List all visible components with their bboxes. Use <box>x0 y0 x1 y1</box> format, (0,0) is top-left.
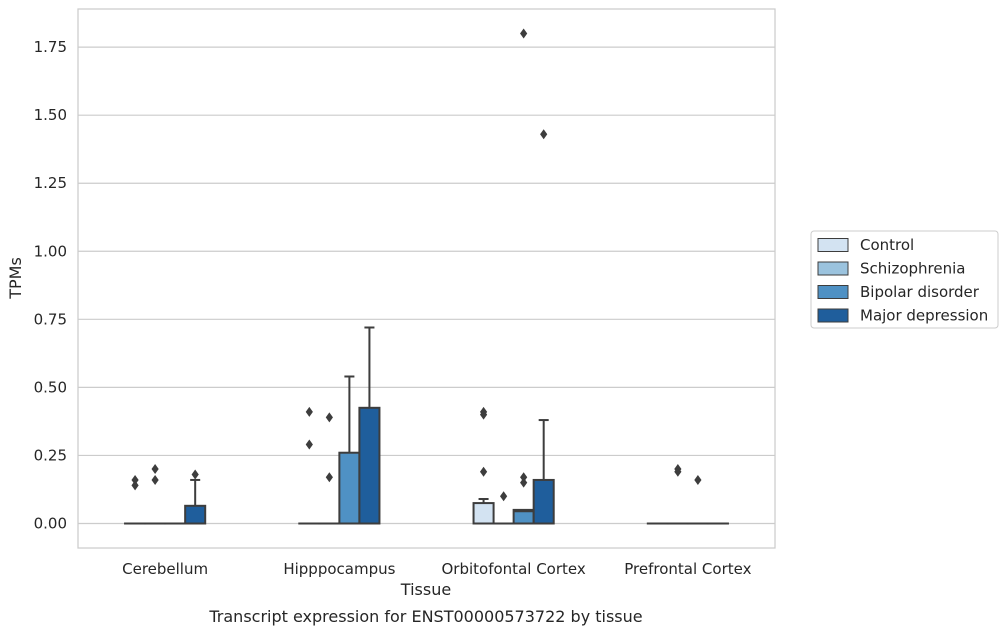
box-rect <box>338 451 361 525</box>
y-tick-label: 1.50 <box>34 106 67 124</box>
outlier-point <box>305 439 313 450</box>
legend-label: Major depression <box>860 307 988 325</box>
y-tick-labels: 0.00 0.25 0.50 0.75 1.00 1.25 1.50 1.75 <box>34 38 67 532</box>
outlier-point <box>131 480 139 491</box>
y-tick-label: 0.25 <box>34 446 67 464</box>
box-group <box>358 326 381 525</box>
outlier-point <box>479 406 488 417</box>
y-axis-label: TPMs <box>6 257 25 300</box>
outlier-point <box>305 406 313 417</box>
outlier-point <box>520 472 528 483</box>
outlier-point <box>540 129 548 140</box>
y-tick-label: 0.00 <box>34 515 67 533</box>
legend-frame <box>810 230 999 329</box>
plot-frame <box>77 8 776 549</box>
outlier-point <box>325 472 333 483</box>
outlier-point <box>479 466 488 477</box>
box-group <box>532 129 555 525</box>
y-tick-label: 1.00 <box>34 242 67 260</box>
legend-label: Control <box>860 236 914 254</box>
legend-label: Schizophrenia <box>860 260 965 278</box>
legend: Control Schizophrenia Bipolar disorder Majo… <box>810 230 999 329</box>
legend-swatch <box>817 285 849 299</box>
box-group <box>472 406 495 525</box>
box-group <box>666 464 689 525</box>
y-tick-label: 0.50 <box>34 378 67 396</box>
outlier-point <box>520 477 528 488</box>
x-axis-label: Tissue <box>400 580 451 599</box>
legend-swatch <box>817 308 849 323</box>
y-tick-label: 0.75 <box>34 310 67 328</box>
outlier-point <box>520 28 528 39</box>
box-rect <box>472 502 495 525</box>
legend-label: Bipolar disorder <box>860 283 980 301</box>
x-tick-labels: Cerebellum Hipppocampus Orbitofontal Corte… <box>122 560 751 578</box>
box-marks <box>124 28 729 525</box>
outlier-point <box>131 474 139 485</box>
box-rect <box>358 406 381 525</box>
legend-swatch <box>817 261 849 276</box>
outlier-point <box>694 474 702 485</box>
box-rect <box>184 504 207 525</box>
x-tick-label: Hipppocampus <box>283 560 395 578</box>
outlier-point <box>500 491 508 502</box>
outlier-point <box>151 464 159 475</box>
x-tick-label: Cerebellum <box>122 560 208 578</box>
outlier-point <box>674 464 682 475</box>
outlier-point <box>191 469 199 480</box>
box-group <box>184 469 207 525</box>
box-rect <box>532 478 555 525</box>
box-group <box>512 28 535 525</box>
legend-swatch <box>817 238 849 252</box>
y-tick-label: 1.25 <box>34 174 67 192</box>
outlier-point <box>151 474 159 485</box>
chart-title: Transcript expression for ENST0000057372… <box>208 607 642 626</box>
outlier-point <box>325 412 333 423</box>
x-tick-label: Orbitofontal Cortex <box>442 560 586 578</box>
x-tick-label: Prefrontal Cortex <box>624 560 751 578</box>
y-tick-label: 1.75 <box>34 38 67 56</box>
